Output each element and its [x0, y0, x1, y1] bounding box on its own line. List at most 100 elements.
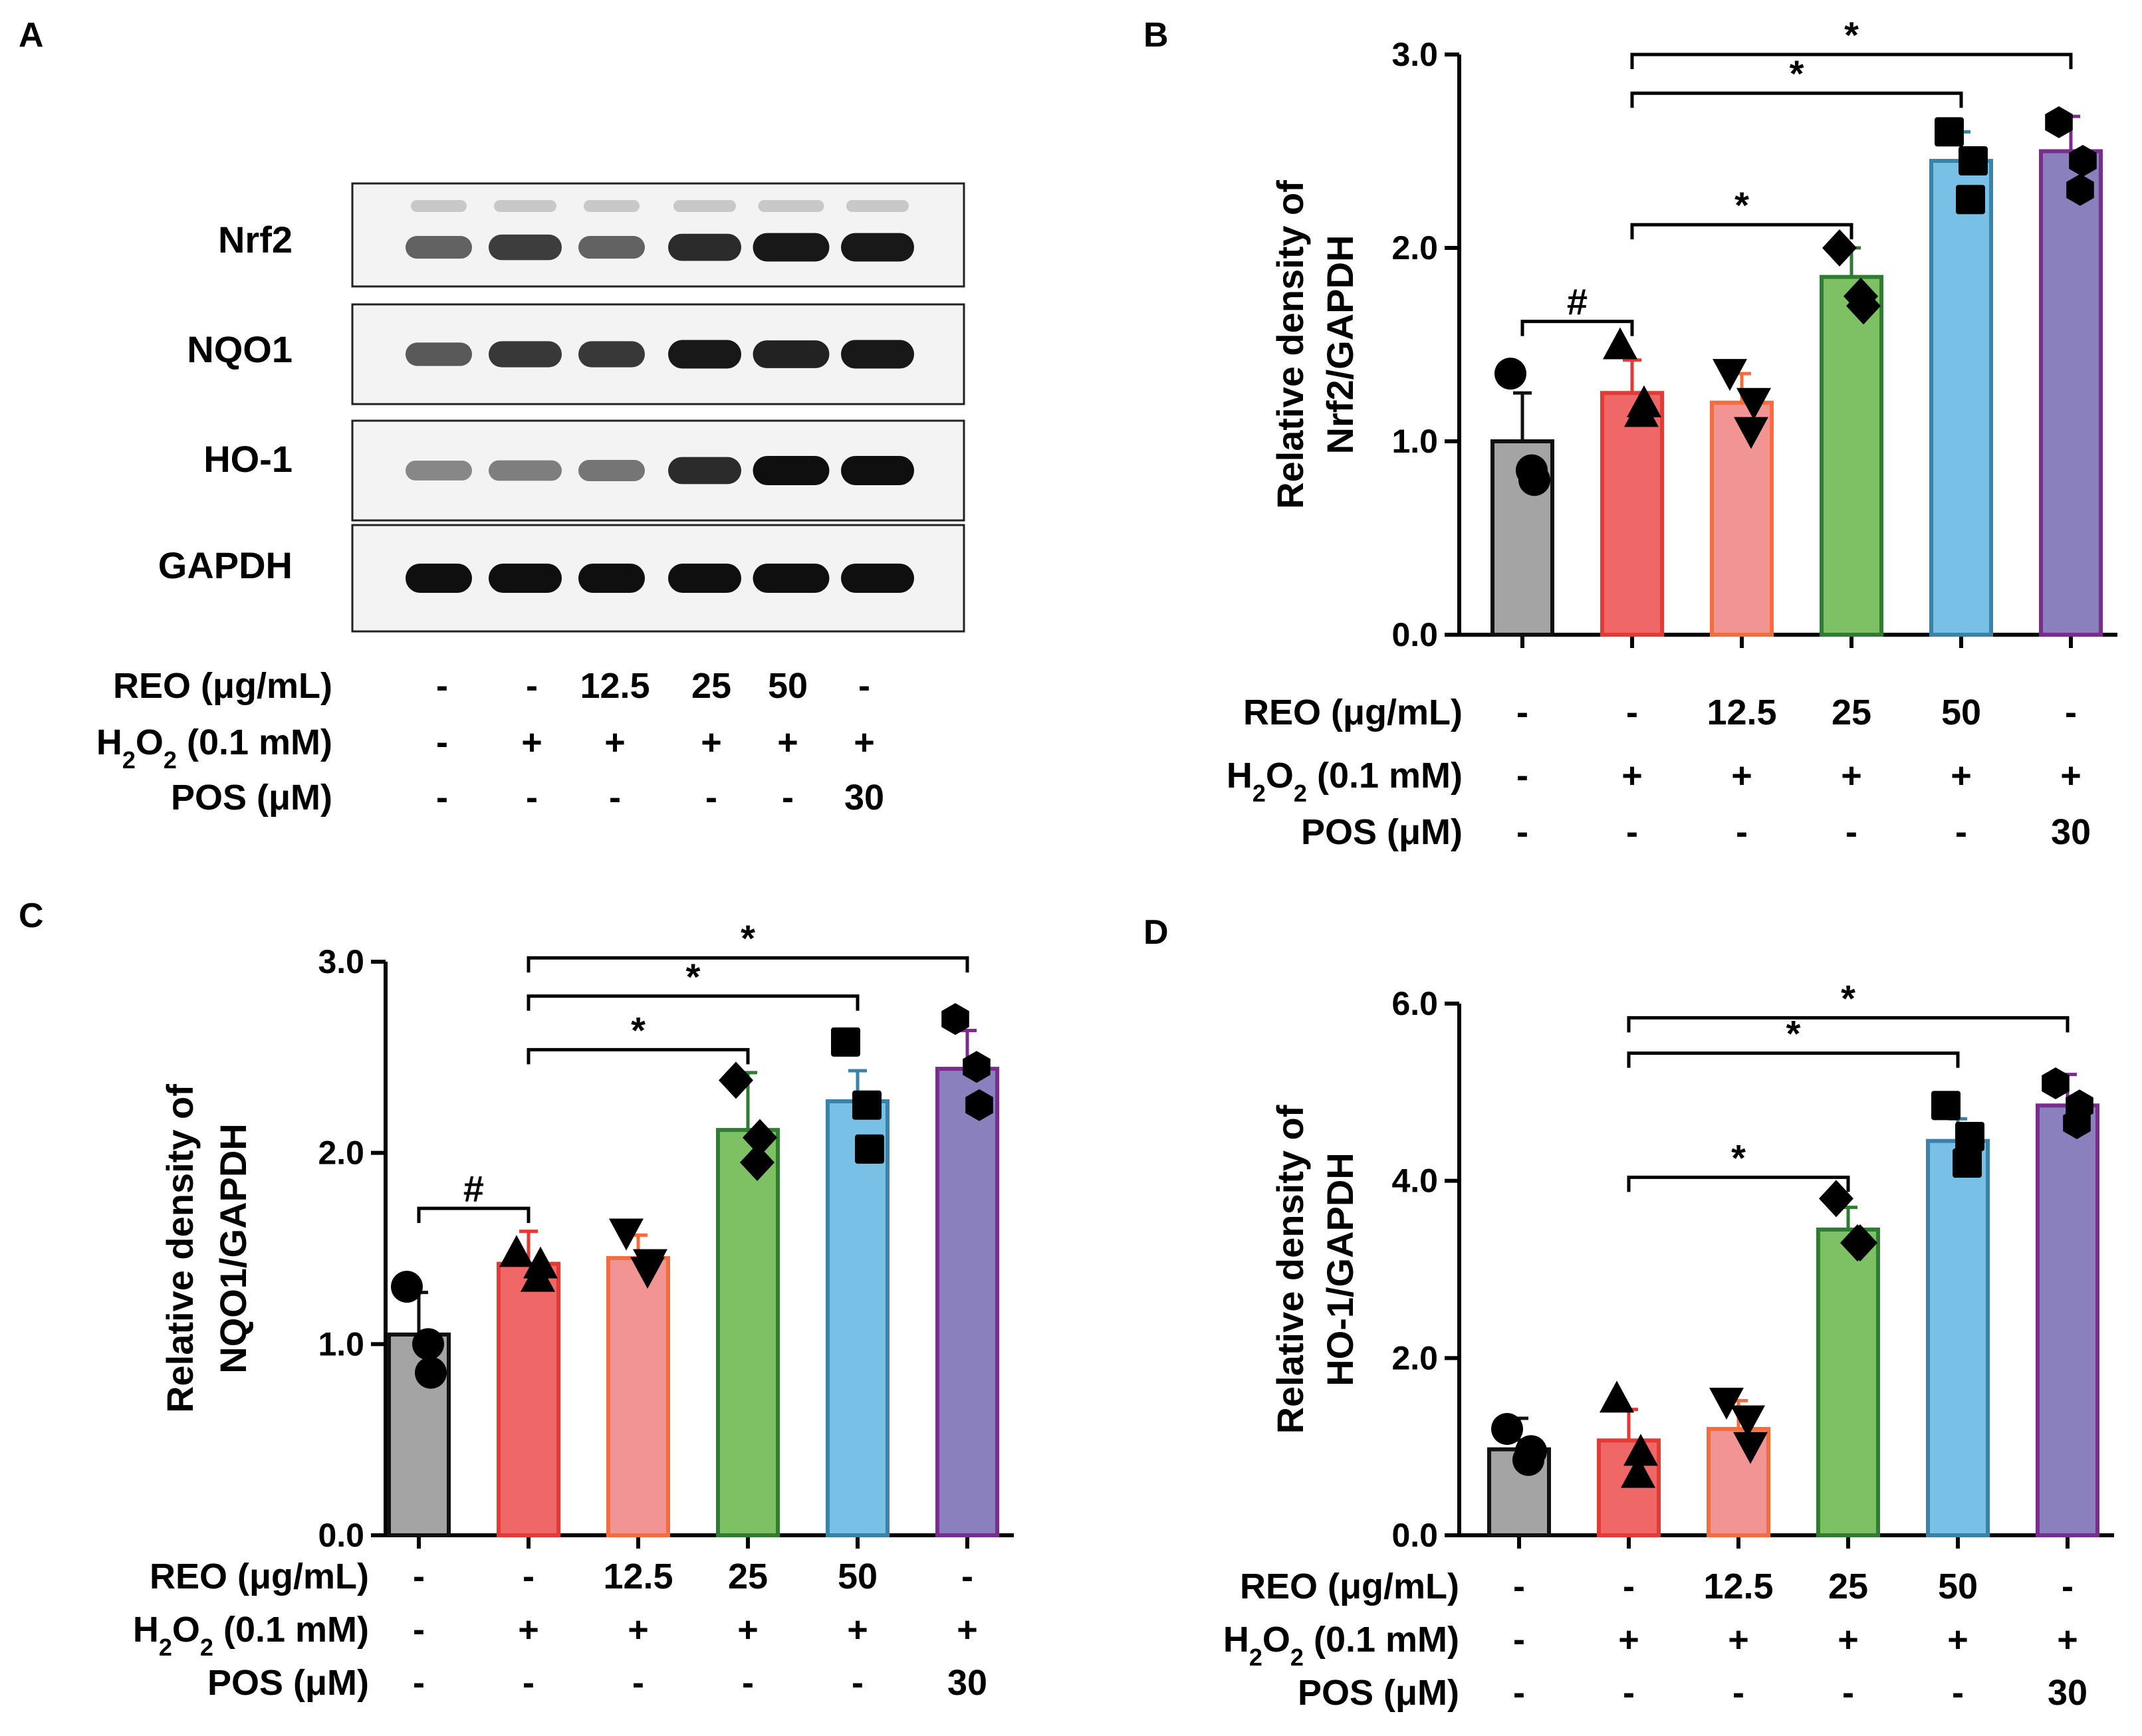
- y-axis-label: Relative density of: [159, 1084, 201, 1413]
- condition-value: -: [1626, 812, 1638, 852]
- blot-band: [753, 564, 830, 593]
- condition-value: +: [737, 1610, 759, 1650]
- bar: [935, 1067, 999, 1538]
- label-sub: 2: [159, 1634, 172, 1661]
- significance-label: *: [631, 1009, 646, 1051]
- condition-value: 30: [2048, 1673, 2087, 1713]
- condition-value: +: [1621, 756, 1643, 796]
- bar: [2039, 149, 2103, 637]
- label-tail: (0.1 mM): [213, 1610, 369, 1650]
- blot-band: [753, 456, 830, 485]
- condition-value: 12.5: [1707, 693, 1776, 732]
- condition-value: -: [1513, 1620, 1525, 1660]
- bar: [1929, 159, 1993, 637]
- band-label-gapdh: GAPDH: [158, 544, 293, 586]
- condition-value: +: [957, 1610, 978, 1650]
- condition-value: +: [1728, 1620, 1749, 1660]
- blot-strip-2: [351, 419, 965, 522]
- data-point: [719, 1061, 753, 1099]
- condition-value: +: [518, 1610, 539, 1650]
- label-o: O: [172, 1610, 200, 1650]
- condition-value: +: [854, 722, 875, 762]
- data-point: [1627, 385, 1661, 417]
- condition-label: REO (μg/mL): [150, 1557, 369, 1596]
- bar: [497, 1261, 560, 1537]
- chart-nqo1: 0.0 1.0 2.0 3.0 Relative density of NQO1/GAPD…: [133, 917, 1014, 1703]
- data-point: [1935, 117, 1964, 147]
- data-point: [1603, 327, 1637, 360]
- condition-value: +: [1947, 1620, 1968, 1660]
- significance-bracket: [417, 1206, 531, 1224]
- significance-bracket: [1630, 223, 1853, 240]
- condition-value: -: [1732, 1673, 1744, 1713]
- condition-label-h2o2: H2O2 (0.1 mM): [1227, 756, 1463, 807]
- condition-value: -: [436, 666, 448, 706]
- condition-value: 30: [947, 1663, 987, 1703]
- data-point: [1843, 1224, 1877, 1261]
- band-label-ho1: HO-1: [203, 438, 293, 480]
- significance-label: *: [1734, 184, 1749, 226]
- data-point: [941, 1003, 969, 1035]
- blot-strip-1: [351, 303, 965, 405]
- blot-band: [489, 341, 562, 368]
- label-tail: (0.1 mM): [177, 722, 332, 762]
- condition-label: REO (μg/mL): [1243, 693, 1463, 732]
- blot-band-faint: [846, 200, 909, 212]
- label-h: H: [1223, 1620, 1249, 1660]
- blot-strip-0: [351, 182, 965, 288]
- condition-value: -: [1516, 812, 1528, 852]
- condition-value: 50: [838, 1557, 878, 1596]
- blot-band: [489, 564, 562, 593]
- data-point: [523, 1246, 558, 1279]
- condition-value: -: [1955, 812, 1967, 852]
- bar: [716, 1128, 780, 1537]
- bar: [1710, 400, 1774, 637]
- significance-bracket: [1627, 1175, 1850, 1192]
- blot-band: [489, 234, 562, 261]
- condition-value: 25: [728, 1557, 768, 1596]
- data-point: [1491, 1413, 1523, 1445]
- condition-label: POS (μM): [207, 1663, 369, 1703]
- data-point: [412, 1328, 444, 1360]
- data-point: [1819, 1180, 1853, 1218]
- blot-band: [489, 460, 562, 481]
- condition-value: 12.5: [1703, 1567, 1773, 1606]
- condition-value: 30: [2051, 812, 2091, 852]
- data-point: [1953, 1148, 1982, 1178]
- data-point: [1736, 387, 1771, 420]
- condition-value: +: [628, 1610, 649, 1650]
- significance-label: *: [1841, 977, 1855, 1019]
- label-sub: 2: [1294, 780, 1307, 807]
- label-h: H: [96, 722, 122, 762]
- condition-label: REO (μg/mL): [113, 666, 332, 706]
- significance-label: *: [686, 956, 701, 998]
- data-point: [499, 1235, 534, 1267]
- bar: [1816, 1228, 1880, 1537]
- y-axis-label: NQO1/GAPDH: [212, 1123, 254, 1374]
- condition-value: +: [701, 722, 722, 762]
- label-o: O: [1266, 756, 1294, 796]
- blot-band: [841, 233, 914, 262]
- data-point: [1734, 417, 1768, 449]
- data-point: [1846, 287, 1881, 325]
- panel-letter-c: C: [19, 897, 44, 935]
- condition-value: +: [2060, 756, 2082, 796]
- condition-value: 12.5: [580, 666, 650, 706]
- condition-value: +: [2057, 1620, 2078, 1660]
- data-point: [2066, 173, 2094, 206]
- data-point: [2066, 1089, 2093, 1122]
- y-axis-label: HO-1/GAPDH: [1319, 1152, 1361, 1386]
- condition-value: -: [526, 666, 538, 706]
- y-axis-label: Relative density of: [1269, 1105, 1311, 1434]
- label-h: H: [133, 1610, 159, 1650]
- condition-value: -: [782, 778, 794, 817]
- data-point: [2045, 106, 2073, 138]
- blot-band: [668, 340, 741, 369]
- significance-label: #: [463, 1168, 484, 1210]
- data-point: [633, 1249, 667, 1281]
- y-axis-label: Relative density of: [1269, 180, 1311, 509]
- label-sub: 2: [1290, 1644, 1304, 1671]
- condition-value: 50: [1938, 1567, 1978, 1606]
- blot-band: [578, 460, 645, 481]
